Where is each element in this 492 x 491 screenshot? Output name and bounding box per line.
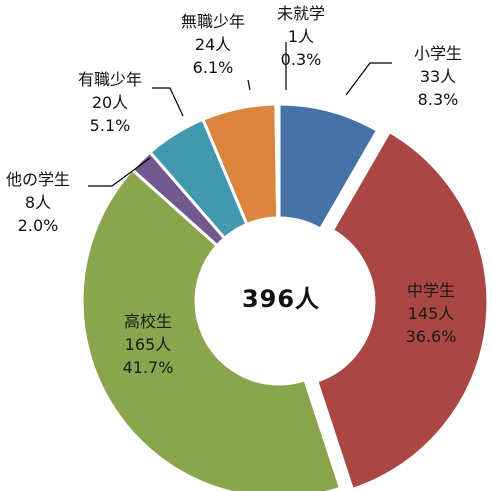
leader-line-employed-youth xyxy=(152,87,184,117)
leader-lines-group xyxy=(88,42,392,187)
label-chugakusei-count-label: 145人 xyxy=(408,304,455,323)
label-other-students-count-label: 8人 xyxy=(25,193,51,212)
labels-group: 小学生 33人 8.3% 中学生 145人 36.6% 高校生 165人 41.7% 他の学生 8人… xyxy=(6,4,462,377)
label-chugakusei-category: 中学生 xyxy=(407,281,455,300)
leader-line-unemployed-youth xyxy=(247,79,251,91)
label-shogakusei-percent-label: 8.3% xyxy=(418,90,459,109)
label-chugakusei-percent-label: 36.6% xyxy=(406,327,457,346)
label-shogakusei-count-label: 33人 xyxy=(420,67,456,86)
label-preschool-count-label: 1人 xyxy=(288,27,314,46)
leader-line-shogakusei xyxy=(345,62,392,96)
label-employed-youth-percent-label: 5.1% xyxy=(90,116,131,135)
label-unemployed-youth-category: 無職少年 xyxy=(181,12,245,31)
slice-kokosei xyxy=(80,167,343,491)
label-unemployed-youth-percent-label: 6.1% xyxy=(193,58,234,77)
label-kokosei-count-label: 165人 xyxy=(125,335,172,354)
slice-preschool xyxy=(274,102,281,220)
label-kokosei-percent-label: 41.7% xyxy=(123,358,174,377)
slice-chugakusei xyxy=(314,129,490,491)
slice-shogakusei xyxy=(277,102,380,232)
label-other-students-category: 他の学生 xyxy=(6,170,70,189)
label-employed-youth-category: 有職少年 xyxy=(78,70,142,89)
center-total-label: 396人 xyxy=(242,285,320,313)
label-preschool-category: 未就学 xyxy=(277,4,325,23)
leader-line-other-students xyxy=(88,157,151,187)
label-kokosei-category: 高校生 xyxy=(124,312,172,331)
label-unemployed-youth-count-label: 24人 xyxy=(195,35,231,54)
label-preschool-percent-label: 0.3% xyxy=(281,50,322,69)
slices-group xyxy=(80,102,490,491)
label-shogakusei-category: 小学生 xyxy=(414,44,462,63)
label-employed-youth-count-label: 20人 xyxy=(92,93,128,112)
label-other-students-percent-label: 2.0% xyxy=(18,216,59,235)
